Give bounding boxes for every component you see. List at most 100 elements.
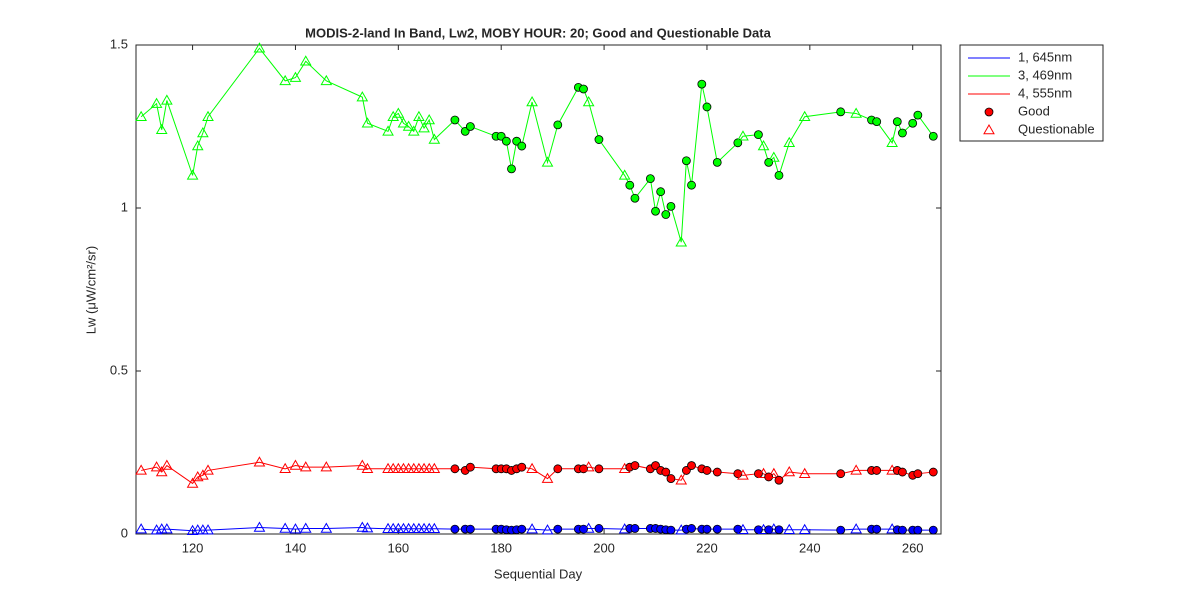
questionable-marker (798, 110, 811, 121)
legend-label: 4, 555nm (1018, 85, 1072, 100)
questionable-marker (202, 524, 214, 535)
good-marker (630, 524, 640, 533)
good-marker (702, 524, 712, 534)
good-marker (712, 157, 722, 167)
good-marker (913, 469, 923, 479)
good-marker (450, 464, 460, 474)
questionable-marker (320, 461, 333, 472)
questionable-marker (253, 521, 266, 532)
questionable-marker (428, 133, 441, 144)
good-marker (656, 187, 666, 197)
questionable-marker (541, 156, 554, 167)
questionable-marker (582, 461, 595, 472)
good-marker (913, 525, 923, 535)
good-marker (501, 136, 511, 146)
good-marker (928, 525, 938, 535)
questionable-marker (382, 125, 394, 136)
questionable-marker (757, 140, 770, 151)
questionable-marker (850, 107, 862, 118)
good-marker (630, 461, 640, 470)
good-marker (579, 84, 588, 94)
legend-label: Good (1018, 103, 1050, 118)
good-marker (465, 462, 475, 472)
good-marker (733, 138, 743, 148)
questionable-marker (783, 136, 796, 148)
questionable-marker (197, 469, 209, 480)
questionable-marker (356, 459, 369, 470)
good-marker (774, 525, 784, 535)
good-marker (553, 120, 563, 130)
x-tick-label: 220 (696, 540, 718, 555)
questionable-marker (798, 523, 811, 535)
questionable-marker (299, 55, 312, 66)
questionable-marker (423, 113, 436, 125)
questionable-marker (428, 522, 441, 534)
good-marker (517, 462, 527, 472)
good-marker (753, 130, 763, 140)
questionable-marker (289, 523, 302, 534)
good-marker (507, 164, 516, 174)
questionable-marker (150, 461, 163, 472)
questionable-marker (582, 522, 595, 533)
good-marker (836, 469, 846, 479)
good-marker (702, 102, 712, 112)
questionable-marker (402, 120, 415, 131)
good-marker (666, 474, 676, 483)
x-tick-label: 240 (799, 540, 821, 555)
good-marker (774, 170, 784, 180)
good-marker (661, 467, 671, 477)
questionable-marker (428, 462, 441, 474)
good-marker (702, 466, 712, 475)
good-marker (594, 135, 604, 144)
questionable-marker (526, 96, 538, 107)
good-marker (450, 524, 460, 534)
questionable-marker (279, 522, 292, 533)
questionable-marker (783, 466, 796, 477)
good-marker (764, 157, 774, 167)
good-marker (579, 524, 588, 534)
x-tick-label: 180 (490, 540, 512, 555)
good-marker (836, 107, 846, 117)
plot-frame (135, 44, 942, 535)
good-marker (687, 180, 696, 190)
y-tick-label: 1 (121, 199, 128, 214)
x-axis-label: Sequential Day (494, 566, 583, 581)
questionable-marker (737, 523, 749, 535)
questionable-marker (135, 523, 148, 534)
good-marker (666, 525, 676, 535)
good-marker (892, 117, 902, 127)
questionable-marker (197, 127, 209, 138)
good-marker (553, 464, 563, 474)
questionable-marker (191, 470, 204, 482)
x-tick-label: 200 (593, 540, 615, 555)
y-tick-label: 1.5 (110, 36, 128, 51)
questionable-marker (737, 469, 749, 480)
good-marker (872, 117, 882, 127)
y-tick-label: 0.5 (110, 362, 128, 377)
good-marker (450, 115, 460, 125)
questionable-marker (161, 94, 173, 105)
questionable-marker (253, 456, 266, 467)
questionable-marker (191, 140, 204, 151)
questionable-marker (161, 459, 173, 470)
good-marker (898, 128, 907, 138)
questionable-marker (361, 522, 374, 533)
questionable-marker (387, 110, 400, 121)
questionable-marker (186, 169, 199, 180)
questionable-marker (202, 464, 214, 475)
good-marker (712, 524, 722, 534)
good-marker (645, 174, 655, 184)
questionable-marker (850, 523, 862, 534)
questionable-marker (155, 466, 168, 477)
chart-title: MODIS-2-land In Band, Lw2, MOBY HOUR: 20… (305, 25, 771, 40)
good-marker (651, 206, 660, 216)
legend-questionable-marker (983, 123, 995, 135)
questionable-marker (202, 110, 214, 121)
good-marker (836, 525, 846, 535)
good-marker (666, 201, 676, 211)
good-marker (913, 110, 923, 120)
good-marker (687, 524, 696, 533)
legend-label: Questionable (1018, 121, 1095, 136)
